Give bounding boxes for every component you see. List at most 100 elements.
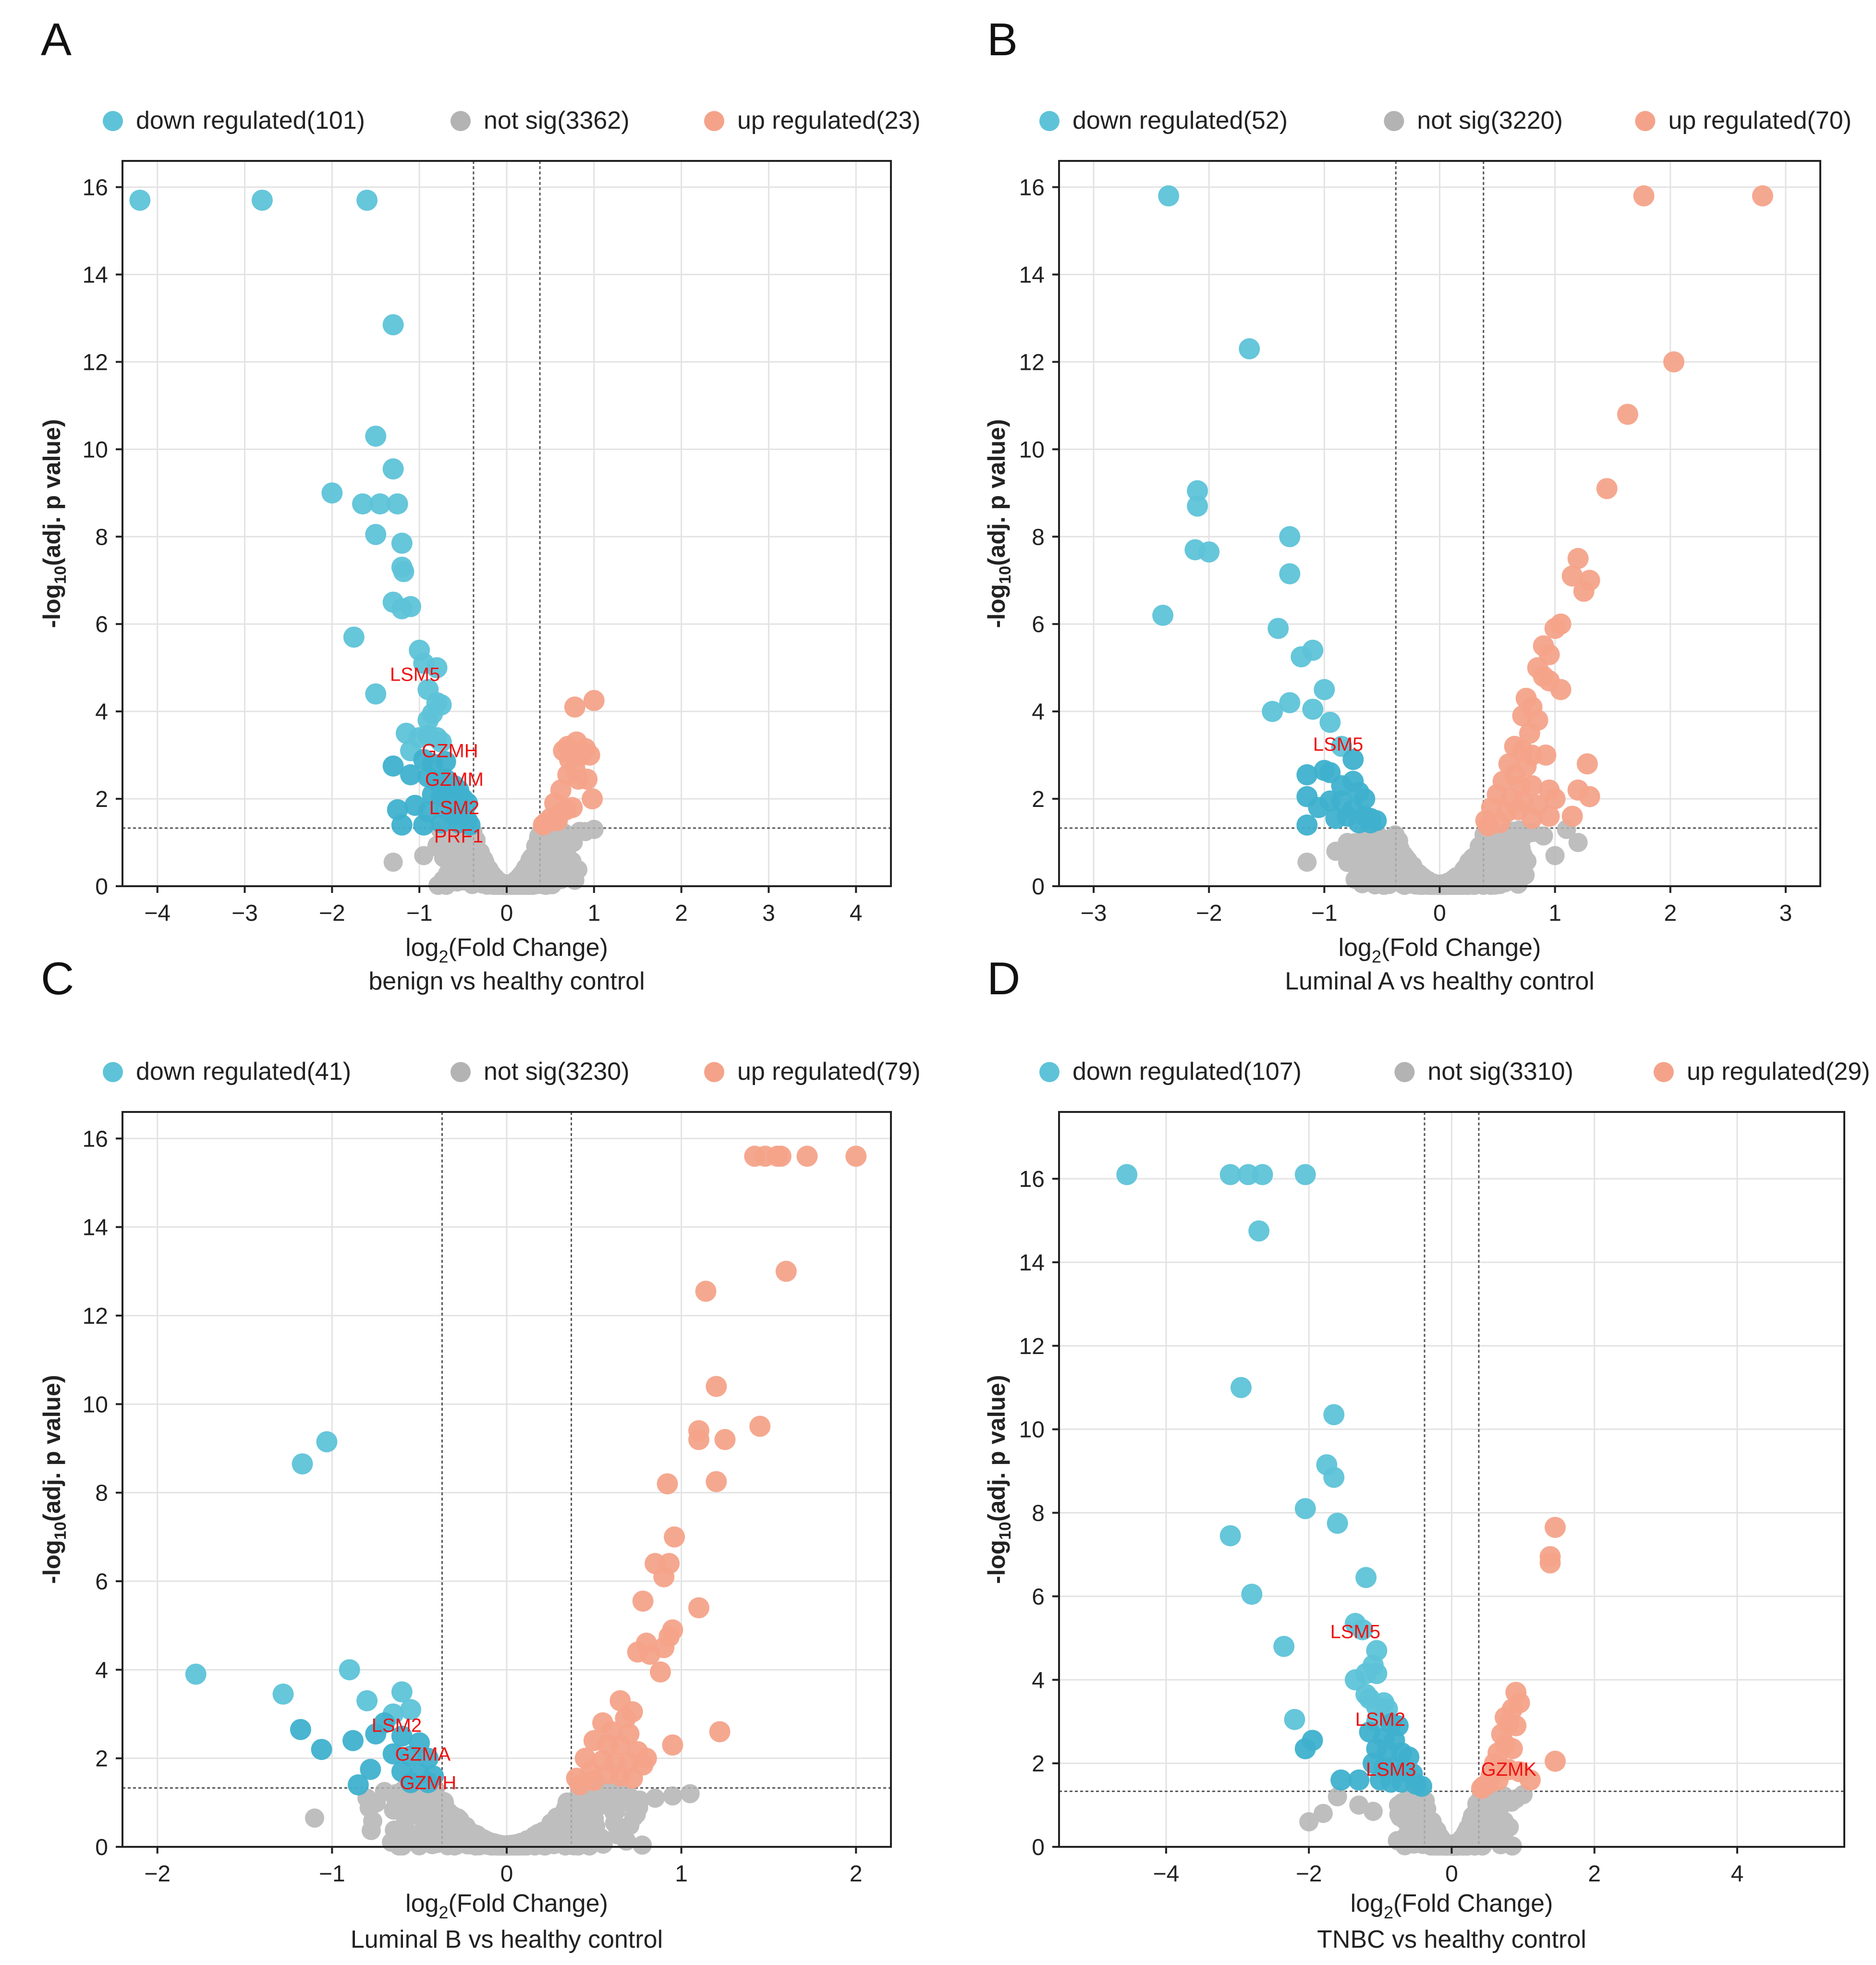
down-point — [1294, 1738, 1316, 1759]
down-point — [413, 653, 435, 674]
notsig-point — [1402, 1798, 1422, 1818]
y-axis-label-rest: (adj. p value) — [983, 1375, 1010, 1522]
notsig-point — [417, 1828, 437, 1847]
up-point — [749, 1416, 771, 1437]
gene-label-gzmh: GZMH — [422, 741, 478, 762]
up-point — [688, 1597, 709, 1619]
legend-marker-down — [103, 111, 123, 131]
notsig-point — [680, 1784, 700, 1804]
notsig-point — [579, 1821, 599, 1841]
gene-label-gzmh: GZMH — [400, 1772, 456, 1794]
down-point — [251, 189, 273, 211]
up-point — [533, 814, 554, 836]
y-tick-label: 14 — [1019, 263, 1045, 288]
notsig-point — [663, 1786, 682, 1806]
notsig-point — [646, 1788, 665, 1808]
down-point — [365, 683, 387, 705]
up-point — [714, 1429, 736, 1451]
down-point — [347, 1774, 369, 1795]
notsig-point — [1410, 1826, 1429, 1846]
down-point — [352, 493, 373, 515]
down-point — [382, 314, 404, 336]
down-point — [387, 493, 408, 515]
x-tick-label: −3 — [231, 901, 258, 926]
notsig-cloud — [383, 819, 604, 895]
x-tick-label: 3 — [1779, 901, 1792, 926]
notsig-point — [532, 874, 551, 894]
up-point — [561, 797, 583, 818]
down-point — [1279, 563, 1301, 585]
legend-label-down: down regulated(101) — [136, 107, 365, 134]
down-point — [272, 1684, 294, 1705]
legend-label-up: up regulated(79) — [737, 1058, 921, 1086]
down-point — [391, 1681, 413, 1703]
notsig-point — [594, 1830, 613, 1850]
down-point — [1344, 1669, 1366, 1691]
down-point — [1296, 764, 1318, 786]
up-regulated-series — [1471, 1516, 1566, 1799]
notsig-point — [1338, 833, 1357, 853]
up-point — [1576, 753, 1598, 775]
down-point — [400, 1745, 421, 1767]
legend-label-notsig: not sig(3310) — [1427, 1058, 1573, 1086]
notsig-point — [1441, 872, 1461, 892]
x-axis-label-sub: 2 — [439, 1903, 448, 1922]
x-tick-label: −2 — [1296, 1861, 1322, 1887]
down-point — [413, 814, 435, 836]
x-tick-label: 0 — [1433, 901, 1446, 926]
down-point — [400, 1772, 421, 1794]
gene-labels: LSM5 LSM2 LSM3 GZMK — [1330, 1621, 1537, 1780]
y-tick-label: 4 — [1032, 699, 1045, 725]
up-point — [1538, 806, 1560, 827]
gene-label-lsm5: LSM5 — [1313, 734, 1364, 755]
y-axis-label-main: -log — [983, 1540, 1010, 1584]
legend-label-notsig: not sig(3230) — [484, 1058, 630, 1086]
legend-marker-down — [1039, 1062, 1060, 1082]
legend: down regulated(52) not sig(3220) up regula… — [1039, 107, 1852, 134]
y-tick-label: 6 — [95, 1569, 108, 1595]
x-axis-label: log2(Fold Change) — [405, 934, 608, 966]
notsig-point — [437, 867, 456, 887]
x-tick-label: 1 — [675, 1861, 688, 1887]
down-point — [430, 812, 452, 834]
y-tick-label: 6 — [1032, 612, 1045, 637]
down-point — [1152, 605, 1174, 626]
x-axis: −2 −1 0 1 2 — [144, 1847, 863, 1887]
gene-labels: LSM5 — [1313, 734, 1364, 755]
notsig-point — [596, 1791, 615, 1811]
notsig-point — [1545, 846, 1565, 866]
legend-marker-notsig — [1384, 111, 1404, 131]
down-point — [360, 1758, 381, 1780]
down-point — [1279, 692, 1301, 713]
down-point — [435, 751, 456, 772]
comparison-label: Luminal B vs healthy control — [351, 1926, 663, 1953]
y-axis: 0 2 4 6 8 10 12 14 16 — [83, 1126, 122, 1860]
down-point — [1248, 1220, 1270, 1242]
down-point — [1308, 797, 1329, 818]
x-tick-label: 0 — [500, 901, 513, 926]
notsig-point — [1400, 858, 1420, 878]
x-tick-label: −1 — [1311, 901, 1338, 926]
down-regulated-series — [129, 189, 481, 836]
notsig-point — [1364, 1802, 1383, 1821]
down-point — [382, 755, 404, 777]
notsig-point — [1511, 839, 1530, 859]
x-tick-label: −3 — [1081, 901, 1107, 926]
y-tick-label: 0 — [1032, 874, 1045, 900]
down-point — [1116, 1164, 1138, 1185]
up-point — [582, 788, 603, 810]
legend: down regulated(107) not sig(3310) up regul… — [1039, 1058, 1870, 1086]
gene-label-lsm3: LSM3 — [1366, 1759, 1416, 1780]
y-axis-label-sub: 10 — [996, 566, 1014, 584]
y-tick-label: 2 — [95, 787, 108, 812]
down-point — [339, 1659, 360, 1681]
down-point — [356, 1690, 378, 1711]
notsig-point — [466, 1828, 486, 1848]
down-point — [290, 1719, 311, 1740]
x-axis-label-sub: 2 — [1384, 1903, 1393, 1922]
x-axis-label-main: log — [1339, 934, 1372, 962]
up-point — [639, 1644, 661, 1665]
up-point — [1521, 808, 1543, 830]
down-regulated-series — [1116, 1164, 1433, 1797]
